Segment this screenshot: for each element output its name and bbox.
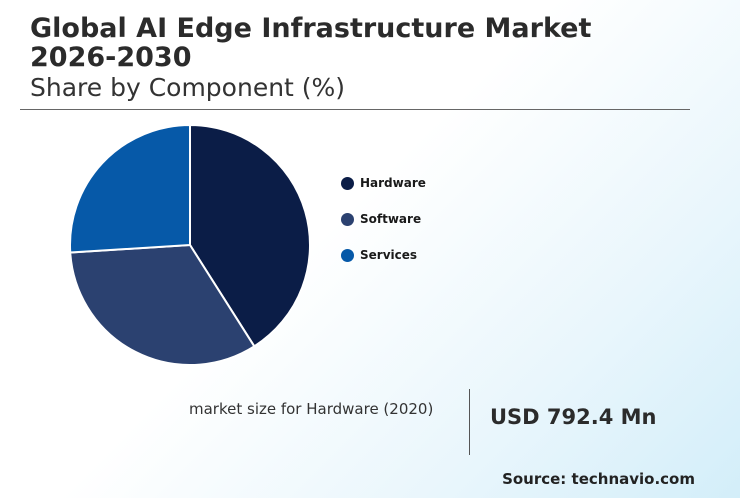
- legend-swatch-hardware: [341, 176, 354, 190]
- legend-label-software: Software: [360, 212, 422, 226]
- stat-divider: [469, 389, 470, 455]
- title-divider: [20, 109, 690, 110]
- chart-title: Global AI Edge Infrastructure Market 202…: [30, 13, 592, 73]
- legend-label-hardware: Hardware: [360, 176, 426, 190]
- legend-item-hardware: Hardware: [341, 174, 426, 192]
- legend: Hardware Software Services: [341, 174, 426, 282]
- pie-chart: [69, 123, 311, 366]
- source-credit: Source: technavio.com: [502, 470, 695, 488]
- chart-subtitle: Share by Component (%): [30, 73, 346, 102]
- market-size-value: USD 792.4 Mn: [490, 405, 657, 429]
- legend-swatch-services: [341, 248, 354, 262]
- market-size-label: market size for Hardware (2020): [189, 400, 434, 418]
- pie-slice-software: [69, 243, 256, 366]
- legend-swatch-software: [341, 212, 354, 226]
- legend-item-software: Software: [341, 210, 426, 228]
- legend-item-services: Services: [341, 246, 426, 264]
- pie-slice-services: [69, 123, 191, 254]
- legend-label-services: Services: [360, 248, 418, 262]
